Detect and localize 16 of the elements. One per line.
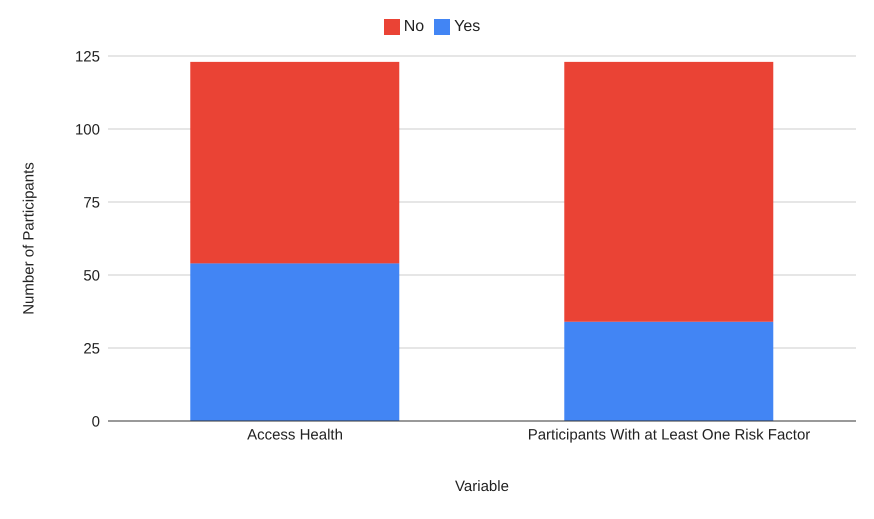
legend-label: Yes [454,18,480,35]
legend-label: No [404,18,424,35]
x-axis-title: Variable [455,478,509,495]
y-tick-label: 75 [83,194,100,212]
x-tick-label: Participants With at Least One Risk Factor [528,426,810,444]
bar [190,263,400,421]
y-tick-label: 125 [74,48,100,66]
y-tick-label: 100 [74,121,100,138]
y-tick-label: 50 [83,267,100,284]
y-tick-label: 25 [83,340,100,358]
x-tick-label: Access Health [247,426,343,444]
y-tick-label: 0 [92,413,100,430]
bar [564,62,774,322]
bar [564,322,774,421]
bar [190,62,400,264]
y-axis-title: Number of Participants [20,162,38,315]
